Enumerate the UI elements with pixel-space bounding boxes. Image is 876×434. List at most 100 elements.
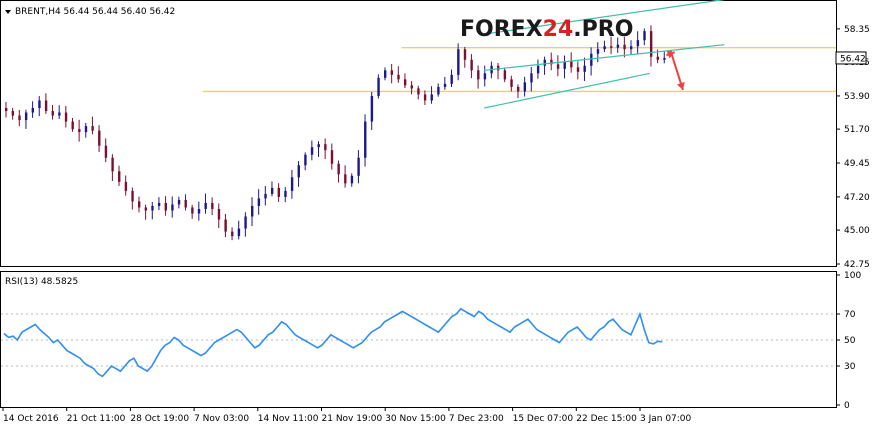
candle-body	[457, 49, 460, 75]
brand-prefix: FOREX	[460, 17, 543, 42]
candle-body	[610, 46, 613, 48]
candle-body	[616, 44, 620, 48]
candle-body	[364, 121, 367, 158]
candle-body	[649, 31, 653, 57]
candle-body	[563, 61, 566, 69]
candle-body	[417, 88, 420, 95]
candle-body	[297, 165, 300, 178]
candle-body	[58, 112, 61, 116]
price-tick-label: 42.75	[844, 260, 870, 270]
brand-number: 24	[543, 17, 574, 42]
candle-body	[284, 190, 287, 197]
candle-body	[503, 70, 507, 80]
rsi-tick-label: 50	[844, 336, 856, 346]
brand-logo: FOREX24.PRO	[460, 17, 633, 42]
candle-body	[596, 49, 600, 54]
candle-body	[317, 144, 320, 148]
candle-body	[483, 73, 487, 80]
candle-body	[430, 94, 433, 101]
candle-body	[197, 208, 201, 214]
candle-body	[437, 86, 440, 95]
candle-body	[290, 177, 294, 191]
candle-body	[656, 56, 660, 60]
time-tick-label: 28 Oct 19:00	[130, 414, 189, 424]
candle-body	[244, 216, 247, 229]
candle-body	[556, 64, 560, 69]
candle-body	[177, 199, 181, 205]
forecast-arrowhead	[666, 50, 675, 59]
channel-line-lower	[484, 72, 650, 109]
candle-body	[184, 199, 187, 208]
candle-body	[257, 198, 261, 206]
channel-line-middle	[484, 44, 725, 71]
candle-body	[390, 70, 394, 75]
channel-line-upper	[484, 0, 725, 35]
candle-body	[164, 202, 167, 211]
candle-body	[38, 100, 41, 108]
rsi-tick-label: 70	[844, 310, 856, 320]
candle-body	[211, 202, 214, 209]
rsi-tick-label: 30	[844, 362, 856, 372]
candle-body	[124, 181, 128, 191]
forecast-arrowhead	[677, 82, 685, 90]
candle-body	[78, 129, 81, 133]
candle-body	[570, 61, 573, 68]
price-tick-label: 47.20	[844, 193, 870, 203]
candle-body	[277, 187, 281, 197]
candle-body	[251, 205, 254, 217]
price-tick-label: 45.00	[844, 226, 870, 236]
time-axis: 14 Oct 2016 21 Oct 11:00 28 Oct 19:00 7 Nov…	[2, 407, 692, 424]
candle-body	[530, 73, 533, 83]
time-tick-label: 7 Nov 03:00	[194, 414, 249, 424]
time-tick-label: 21 Oct 11:00	[67, 414, 126, 424]
candle-body	[171, 204, 174, 211]
time-tick-label: 15 Dec 07:00	[513, 414, 574, 424]
candle-body	[350, 175, 354, 184]
candle-body	[377, 77, 380, 96]
candle-body	[536, 65, 540, 74]
candle-body	[11, 111, 15, 116]
price-tick-label: 58.35	[844, 25, 870, 35]
time-tick-label: 21 Nov 19:00	[322, 414, 383, 424]
price-tick-label: 53.90	[844, 92, 870, 102]
rsi-axis: 100 70 50 30 0	[836, 271, 861, 411]
candle-body	[224, 219, 227, 232]
rsi-title: RSI(13) 48.5825	[5, 277, 78, 287]
candle-body	[64, 112, 68, 122]
candle-body	[443, 83, 447, 87]
candle-body	[111, 157, 114, 172]
candle-body	[383, 70, 387, 78]
rsi-tick-label: 100	[844, 271, 861, 281]
chart-header: BRENT,H4 56.44 56.44 56.40 56.42	[5, 7, 175, 17]
dropdown-triangle-icon	[5, 10, 11, 14]
candle-body	[71, 121, 74, 130]
current-price-tag: 56.42	[835, 51, 867, 65]
candle-body	[550, 59, 553, 65]
candle-body	[463, 49, 467, 60]
main-plot-area	[5, 0, 836, 241]
candle-body	[91, 126, 94, 131]
time-tick-label: 7 Dec 23:00	[449, 414, 504, 424]
rsi-tick-label: 0	[844, 401, 850, 411]
candle-body	[576, 67, 580, 72]
candle-body	[663, 57, 666, 60]
candle-body	[44, 100, 48, 112]
candle-body	[543, 59, 546, 66]
time-tick-label: 14 Oct 2016	[3, 414, 59, 424]
time-tick-label: 14 Nov 11:00	[258, 414, 319, 424]
price-tick-label: 51.70	[844, 125, 870, 135]
candle-body	[131, 190, 134, 202]
candle-body	[410, 85, 413, 89]
candle-body	[510, 79, 513, 87]
candle-body	[516, 86, 520, 92]
candle-body	[51, 111, 54, 116]
candle-body	[397, 74, 400, 80]
candle-body	[137, 201, 141, 208]
current-price-label: 56.42	[840, 54, 866, 64]
rsi-line	[3, 307, 663, 378]
rsi-plot-area	[1, 307, 836, 378]
candle-body	[310, 147, 314, 155]
candle-body	[403, 79, 407, 86]
candle-body	[630, 46, 633, 50]
